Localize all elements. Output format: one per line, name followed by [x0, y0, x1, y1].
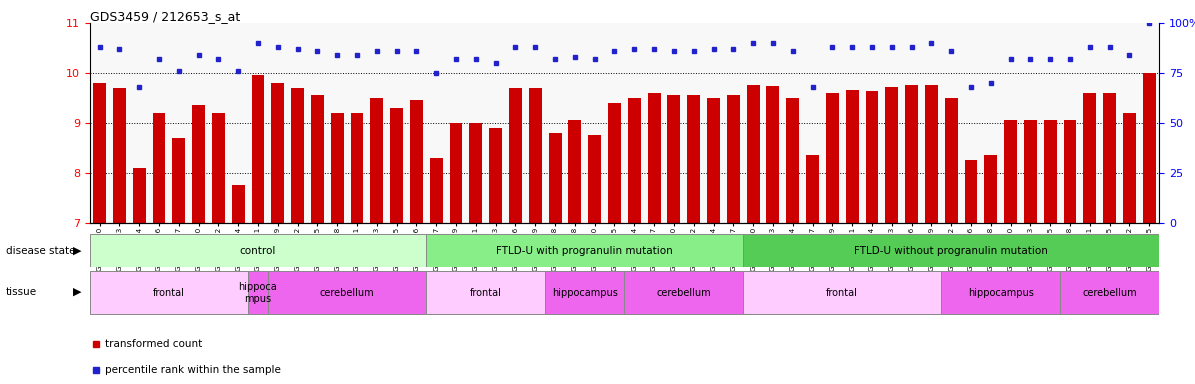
Text: percentile rank within the sample: percentile rank within the sample — [105, 364, 281, 375]
Text: ▶: ▶ — [73, 287, 81, 297]
Bar — [410, 101, 423, 223]
Bar — [271, 83, 284, 223]
Bar — [648, 93, 661, 223]
Bar — [687, 95, 700, 223]
Bar — [1043, 120, 1056, 223]
Bar — [1123, 113, 1136, 223]
Bar — [251, 76, 264, 223]
Bar — [427, 234, 743, 267]
Bar — [529, 88, 541, 223]
Bar — [212, 113, 225, 223]
Bar — [249, 271, 268, 314]
Bar — [112, 88, 125, 223]
Text: frontal: frontal — [470, 288, 502, 298]
Text: frontal: frontal — [826, 288, 858, 298]
Bar — [942, 271, 1060, 314]
Bar — [766, 86, 779, 223]
Text: GDS3459 / 212653_s_at: GDS3459 / 212653_s_at — [90, 10, 240, 23]
Bar — [292, 88, 304, 223]
Bar — [1103, 93, 1116, 223]
Text: cerebellum: cerebellum — [656, 288, 711, 298]
Bar — [865, 91, 878, 223]
Bar — [172, 138, 185, 223]
Text: control: control — [240, 245, 276, 256]
Text: FTLD-U without progranulin mutation: FTLD-U without progranulin mutation — [854, 245, 1048, 256]
Bar — [153, 113, 165, 223]
Bar — [707, 98, 719, 223]
Bar — [90, 271, 249, 314]
Bar — [608, 103, 621, 223]
Bar — [268, 271, 427, 314]
Bar — [1064, 120, 1077, 223]
Bar — [905, 86, 918, 223]
Bar — [545, 271, 624, 314]
Text: cerebellum: cerebellum — [320, 288, 374, 298]
Text: ▶: ▶ — [73, 246, 81, 256]
Bar — [311, 95, 324, 223]
Bar — [331, 113, 344, 223]
Bar — [470, 123, 483, 223]
Bar — [727, 95, 740, 223]
Text: hippocampus: hippocampus — [552, 288, 618, 298]
Text: disease state: disease state — [6, 246, 75, 256]
Bar — [1060, 271, 1159, 314]
Bar — [624, 271, 743, 314]
Bar — [807, 156, 819, 223]
Bar — [1084, 93, 1096, 223]
Bar — [743, 234, 1159, 267]
Bar — [925, 86, 938, 223]
Bar — [1024, 120, 1037, 223]
Bar — [370, 98, 384, 223]
Bar — [964, 161, 978, 223]
Bar — [90, 234, 427, 267]
Text: hippoca
mpus: hippoca mpus — [239, 282, 277, 304]
Bar — [588, 136, 601, 223]
Bar — [430, 158, 442, 223]
Text: hippocampus: hippocampus — [968, 288, 1034, 298]
Bar — [569, 120, 581, 223]
Bar — [945, 98, 957, 223]
Bar — [985, 156, 998, 223]
Bar — [133, 168, 146, 223]
Bar — [885, 87, 899, 223]
Bar — [232, 185, 245, 223]
Bar — [93, 83, 106, 223]
Text: tissue: tissue — [6, 287, 37, 297]
Bar — [627, 98, 641, 223]
Bar — [668, 95, 680, 223]
Text: cerebellum: cerebellum — [1083, 288, 1136, 298]
Bar — [1004, 120, 1017, 223]
Bar — [549, 133, 562, 223]
Bar — [743, 271, 942, 314]
Bar — [509, 88, 522, 223]
Bar — [192, 106, 206, 223]
Bar — [489, 128, 502, 223]
Bar — [350, 113, 363, 223]
Bar — [391, 108, 403, 223]
Bar — [427, 271, 545, 314]
Bar — [846, 91, 858, 223]
Text: transformed count: transformed count — [105, 339, 202, 349]
Bar — [826, 93, 839, 223]
Bar — [786, 98, 799, 223]
Bar — [747, 86, 760, 223]
Text: frontal: frontal — [153, 288, 185, 298]
Text: FTLD-U with progranulin mutation: FTLD-U with progranulin mutation — [496, 245, 673, 256]
Bar — [1142, 73, 1156, 223]
Bar — [449, 123, 462, 223]
